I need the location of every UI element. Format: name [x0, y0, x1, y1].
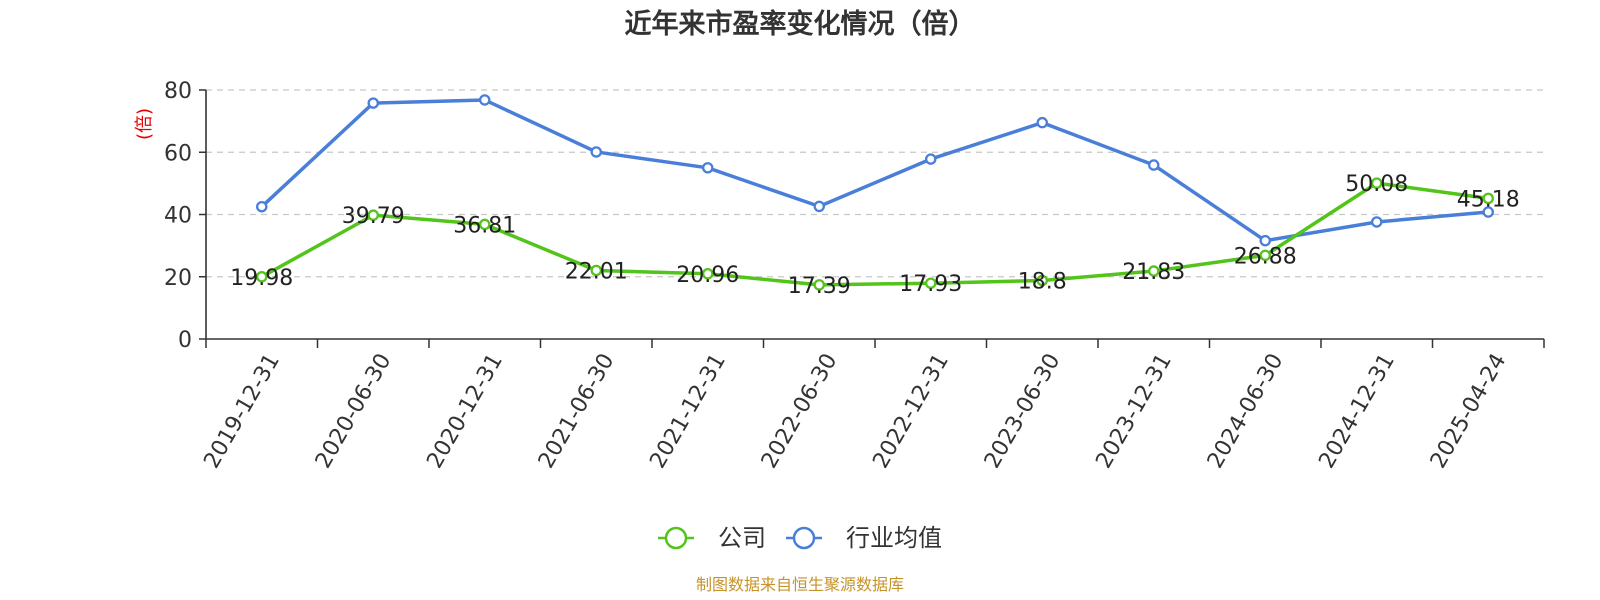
- company-point[interactable]: [590, 264, 603, 277]
- company-data-label: 22.01: [565, 259, 628, 284]
- series-layer: [255, 94, 1495, 291]
- data-label-layer: 19.98 39.79 36.81 22.01 20.96 17.39 17.93 18.8 2…: [230, 172, 1519, 299]
- industry-average-point[interactable]: [925, 153, 937, 165]
- company-data-label: 17.93: [899, 272, 962, 297]
- company-data-label: 18.8: [1018, 269, 1067, 294]
- y-tick-label: 0: [178, 328, 192, 353]
- x-tick-label: 2022-12-31: [868, 350, 954, 473]
- source-note: 制图数据来自恒生聚源数据库: [696, 575, 904, 594]
- x-tick-label: 2020-06-30: [311, 350, 397, 473]
- industry-average-point[interactable]: [702, 162, 714, 174]
- industry-average-point[interactable]: [478, 94, 491, 106]
- x-tick-label: 2025-04-24: [1426, 350, 1512, 473]
- company-data-label: 19.98: [230, 266, 293, 291]
- industry-average-point[interactable]: [813, 200, 826, 213]
- company-point[interactable]: [813, 279, 826, 291]
- company-data-label: 17.39: [788, 274, 851, 299]
- series-industry-average-line: [260, 98, 1490, 243]
- industry-average-point[interactable]: [255, 200, 268, 213]
- axis-layer: 0 20 40 60 80 2019-12-31 2020-06-30 2020-12-31 2…: [164, 79, 1545, 473]
- company-point[interactable]: [478, 218, 491, 231]
- x-tick-label: 2020-12-31: [422, 350, 508, 473]
- company-point[interactable]: [367, 209, 379, 221]
- series-company-line: [260, 181, 1490, 287]
- legend: 公司 行业均值: [658, 524, 942, 552]
- company-data-label: 20.96: [676, 263, 739, 288]
- y-axis-label: (倍): [134, 108, 155, 140]
- chart-title: 近年来市盈率变化情况（倍）: [625, 8, 976, 40]
- industry-average-point[interactable]: [1036, 116, 1049, 129]
- y-tick-label: 20: [164, 266, 192, 291]
- y-tick-label: 40: [164, 204, 192, 229]
- company-data-label: 26.88: [1234, 244, 1297, 269]
- industry-average-point[interactable]: [590, 146, 603, 158]
- company-data-label: 36.81: [453, 213, 516, 238]
- legend-company-marker: [664, 526, 688, 550]
- x-tick-label: 2023-12-31: [1091, 350, 1177, 473]
- industry-average-point[interactable]: [1482, 206, 1495, 218]
- legend-industry-average-marker: [792, 526, 816, 550]
- industry-average-point[interactable]: [367, 97, 379, 109]
- grid-layer: [206, 89, 1544, 278]
- company-point[interactable]: [1371, 177, 1383, 189]
- legend-industry-average-label: 行业均值: [846, 524, 942, 552]
- company-point[interactable]: [925, 277, 937, 289]
- x-tick-label: 2023-06-30: [980, 350, 1066, 473]
- y-tick-label: 60: [164, 141, 192, 166]
- company-point[interactable]: [702, 268, 714, 280]
- company-data-label: 21.83: [1122, 260, 1185, 285]
- legend-company-label: 公司: [718, 524, 766, 552]
- legend-item-industry-average[interactable]: 行业均值: [786, 524, 942, 552]
- industry-average-point[interactable]: [1148, 159, 1160, 171]
- x-tick-label: 2021-12-31: [645, 350, 731, 473]
- legend-item-company[interactable]: 公司: [658, 524, 766, 552]
- company-point[interactable]: [1259, 249, 1272, 262]
- company-point[interactable]: [1036, 274, 1049, 287]
- x-tick-label: 2024-06-30: [1203, 350, 1289, 473]
- industry-average-point[interactable]: [1371, 216, 1383, 228]
- company-data-label: 45.18: [1457, 187, 1520, 212]
- x-tick-label: 2021-06-30: [534, 350, 620, 473]
- company-point[interactable]: [1148, 265, 1160, 277]
- company-point[interactable]: [255, 271, 268, 283]
- company-data-label: 50.08: [1345, 172, 1408, 197]
- x-tick-label: 2022-06-30: [757, 350, 843, 473]
- x-tick-label: 2024-12-31: [1314, 350, 1400, 473]
- company-point[interactable]: [1482, 192, 1495, 205]
- x-tick-label: 2019-12-31: [199, 350, 285, 473]
- y-tick-label: 80: [164, 79, 192, 104]
- industry-average-point[interactable]: [1259, 234, 1272, 247]
- company-data-label: 39.79: [342, 204, 405, 229]
